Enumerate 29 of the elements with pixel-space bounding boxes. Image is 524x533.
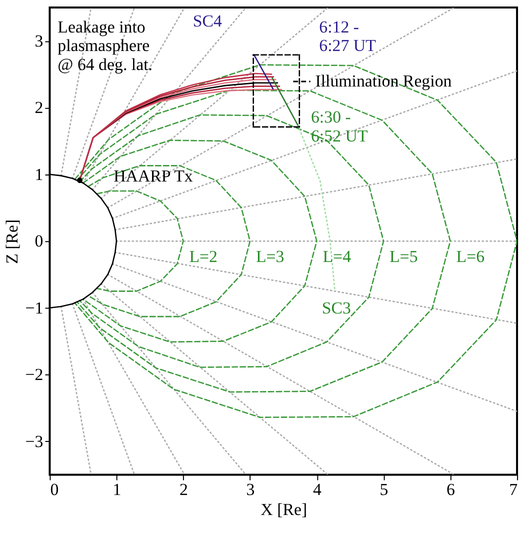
y-axis-title: Z [Re]: [2, 219, 22, 264]
y-tick-label: 3: [34, 31, 44, 50]
annotation: L=6: [456, 246, 485, 266]
annotation: HAARP Tx: [114, 166, 194, 186]
x-tick-label: 7: [509, 480, 518, 500]
y-tick-label: −1: [25, 298, 44, 318]
x-tick-label: 5: [380, 480, 388, 500]
x-axis-title: X [Re]: [260, 500, 308, 520]
annotation: SC3: [322, 298, 351, 318]
x-tick-label: 6: [446, 480, 456, 500]
annotation: L=4: [322, 246, 352, 266]
legend-label: Illumination Region: [315, 71, 452, 90]
x-tick-label: 3: [246, 480, 255, 500]
annotation: L=5: [389, 246, 418, 266]
annotation: L=3: [256, 246, 284, 266]
x-tick-label: 0: [50, 480, 59, 500]
x-tick-label: 1: [112, 480, 122, 500]
annotation: Leakage into plasmasphere @ 64 deg. lat.: [58, 17, 153, 74]
y-tick-label: 0: [34, 232, 44, 251]
annotation: SC4: [192, 11, 223, 30]
y-tick-label: 2: [34, 98, 44, 118]
y-tick-label: −3: [25, 432, 44, 451]
y-tick-label: 1: [34, 164, 44, 184]
annotation: 6:30 - 6:52 UT: [310, 108, 368, 146]
x-tick-label: 2: [180, 480, 188, 500]
annotation: L=2: [189, 246, 218, 266]
y-tick-label: −2: [25, 365, 44, 384]
annotation: 6:12 - 6:27 UT: [319, 17, 377, 56]
x-tick-label: 4: [313, 480, 322, 500]
